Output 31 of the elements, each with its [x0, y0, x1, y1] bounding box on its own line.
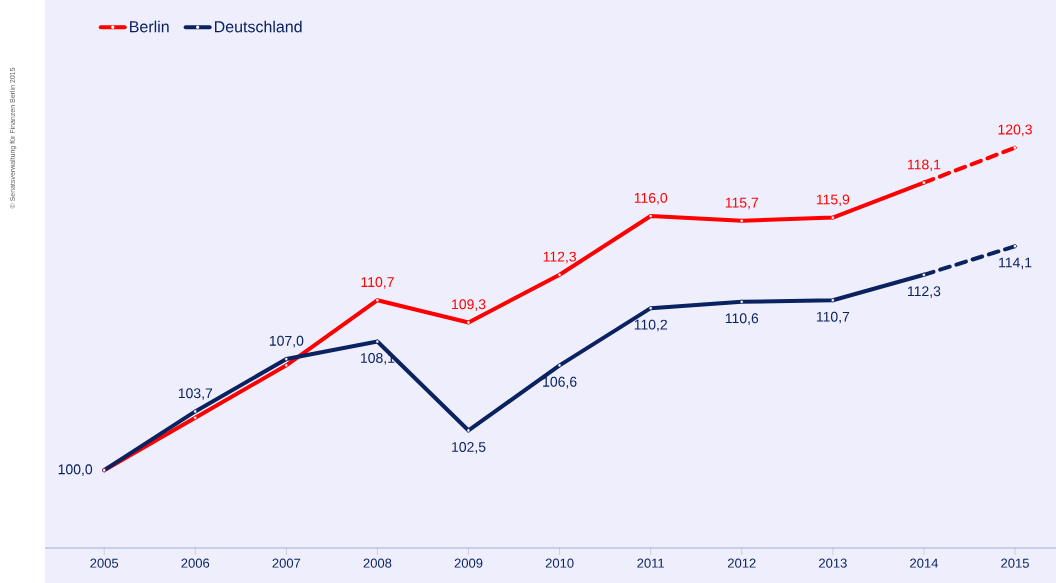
data-label: 115,9 — [816, 194, 850, 207]
x-tick-label: 2011 — [637, 558, 665, 568]
data-label: 110,7 — [361, 277, 394, 289]
data-label: 107,0 — [269, 335, 304, 348]
data-label: 109,3 — [452, 299, 486, 311]
x-tick-label: 2007 — [272, 558, 301, 568]
x-tick-label: 2015 — [1001, 558, 1029, 568]
data-label: 110,6 — [725, 313, 759, 325]
legend-label: Berlin — [130, 20, 169, 33]
data-label: 118,1 — [908, 159, 941, 172]
x-tick-label: 2013 — [819, 558, 847, 568]
data-label: 112,3 — [543, 251, 576, 264]
data-label: 120,3 — [998, 124, 1032, 137]
x-tick-label: 2006 — [181, 558, 210, 568]
data-label: 112,3 — [908, 286, 941, 298]
data-label: 110,2 — [634, 319, 667, 332]
x-tick-label: 2012 — [727, 558, 756, 568]
x-tick-label: 2009 — [454, 558, 483, 568]
data-label: 106,6 — [543, 376, 577, 389]
data-label: 110,7 — [816, 311, 850, 324]
data-label: 114,1 — [999, 257, 1032, 270]
x-tick-label: 2014 — [910, 558, 939, 568]
data-label: 102,5 — [452, 441, 486, 454]
x-tick-label: 2010 — [545, 558, 574, 568]
data-label: 103,7 — [178, 388, 213, 400]
x-tick-label: 2008 — [363, 558, 392, 568]
data-label: 100,0 — [58, 464, 93, 476]
x-tick-label: 2005 — [90, 558, 119, 568]
legend-label: Deutschland — [214, 20, 302, 33]
data-label: 115,7 — [725, 197, 759, 210]
data-label: 116,0 — [634, 192, 668, 205]
